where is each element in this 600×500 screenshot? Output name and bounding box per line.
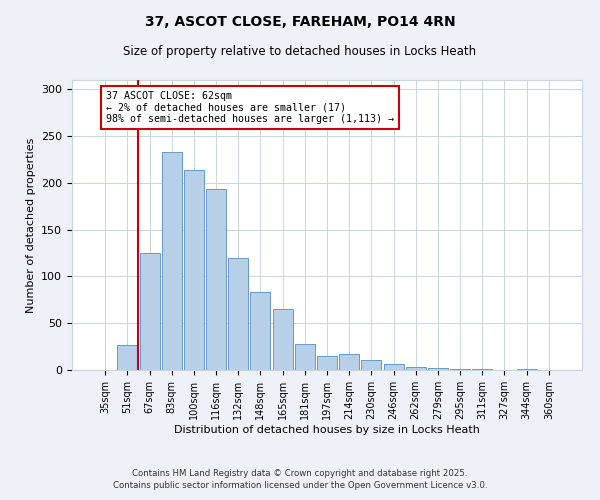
Text: Contains HM Land Registry data © Crown copyright and database right 2025.: Contains HM Land Registry data © Crown c…: [132, 468, 468, 477]
Bar: [162, 152, 182, 370]
Bar: [250, 292, 271, 370]
Bar: [517, 369, 536, 370]
Bar: [184, 170, 204, 370]
Bar: [317, 356, 337, 370]
Bar: [406, 367, 426, 370]
Bar: [361, 360, 382, 370]
Bar: [428, 368, 448, 370]
Text: 37, ASCOT CLOSE, FAREHAM, PO14 4RN: 37, ASCOT CLOSE, FAREHAM, PO14 4RN: [145, 15, 455, 29]
Bar: [339, 354, 359, 370]
Bar: [450, 369, 470, 370]
Bar: [383, 364, 404, 370]
Text: Size of property relative to detached houses in Locks Heath: Size of property relative to detached ho…: [124, 45, 476, 58]
Text: 37 ASCOT CLOSE: 62sqm
← 2% of detached houses are smaller (17)
98% of semi-detac: 37 ASCOT CLOSE: 62sqm ← 2% of detached h…: [106, 91, 394, 124]
Bar: [295, 344, 315, 370]
X-axis label: Distribution of detached houses by size in Locks Heath: Distribution of detached houses by size …: [174, 424, 480, 434]
Y-axis label: Number of detached properties: Number of detached properties: [26, 138, 35, 312]
Bar: [228, 258, 248, 370]
Bar: [140, 253, 160, 370]
Bar: [118, 344, 137, 370]
Bar: [472, 369, 492, 370]
Bar: [272, 309, 293, 370]
Bar: [206, 190, 226, 370]
Text: Contains public sector information licensed under the Open Government Licence v3: Contains public sector information licen…: [113, 481, 487, 490]
